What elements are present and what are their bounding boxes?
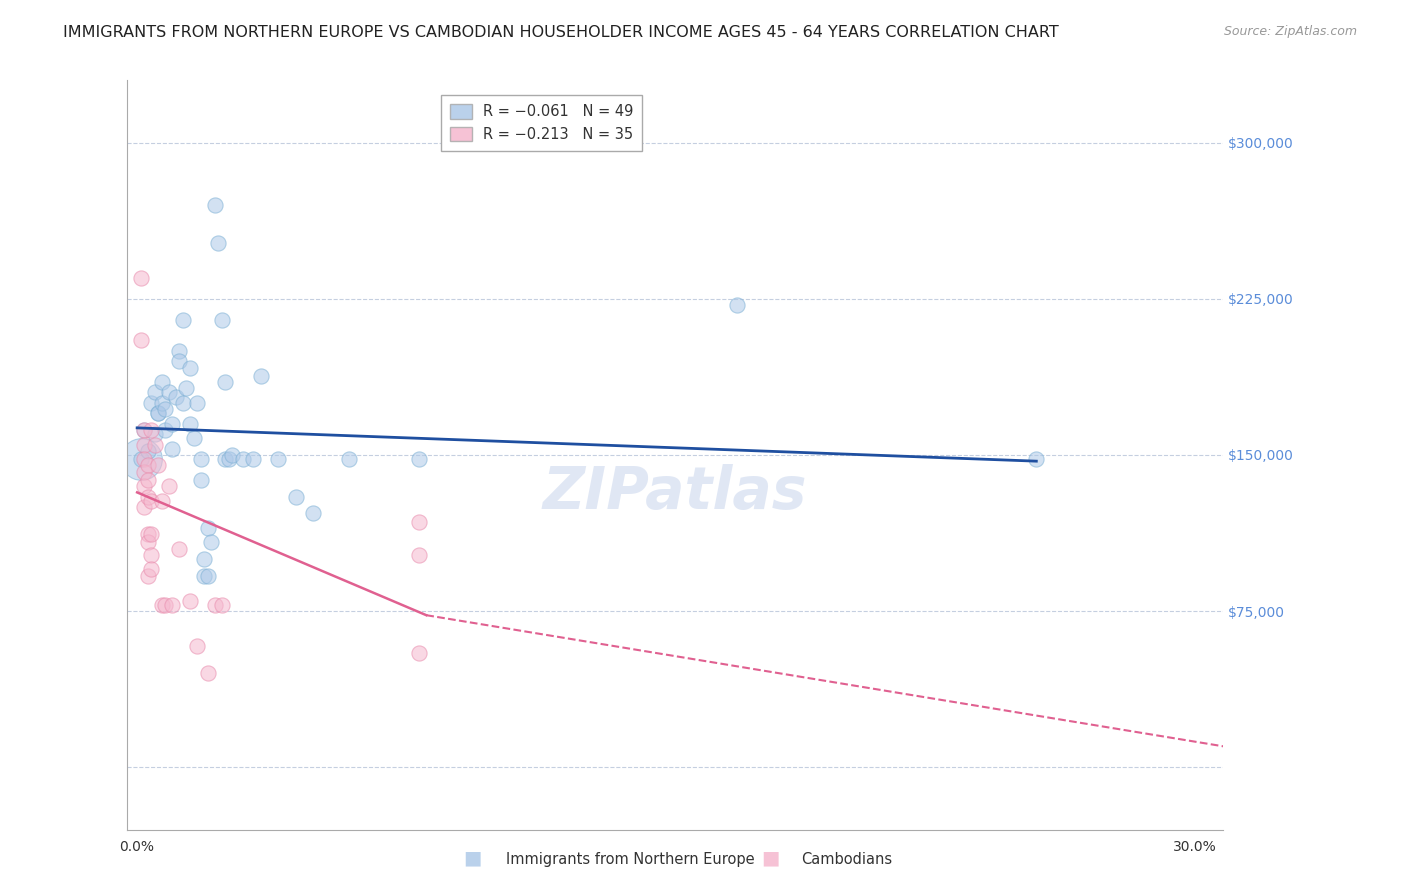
Point — [169, 354, 191, 368]
Point — [179, 360, 201, 375]
Point — [1025, 452, 1047, 467]
Point — [204, 198, 226, 212]
Point — [214, 375, 236, 389]
Point — [136, 535, 159, 549]
Point — [136, 490, 159, 504]
Point — [136, 527, 159, 541]
Point — [183, 431, 205, 445]
Point — [200, 535, 222, 549]
Point — [408, 515, 430, 529]
Point — [134, 437, 156, 451]
Point — [176, 381, 198, 395]
Point — [172, 396, 194, 410]
Point — [134, 465, 156, 479]
Point — [249, 368, 271, 383]
Point — [155, 598, 177, 612]
Point — [232, 452, 254, 467]
Point — [136, 458, 159, 473]
Point — [148, 406, 170, 420]
Point — [197, 666, 219, 681]
Point — [725, 298, 748, 312]
Point — [136, 443, 159, 458]
Point — [129, 452, 152, 467]
Point — [186, 396, 208, 410]
Point — [162, 598, 184, 612]
Point — [169, 343, 191, 358]
Point — [165, 390, 187, 404]
Point — [211, 598, 233, 612]
Point — [214, 452, 236, 467]
Point — [155, 402, 177, 417]
Point — [134, 452, 156, 467]
Point — [267, 452, 290, 467]
Point — [218, 452, 240, 467]
Point — [169, 541, 191, 556]
Point — [141, 493, 163, 508]
Point — [337, 452, 360, 467]
Point — [211, 312, 233, 326]
Point — [143, 437, 166, 451]
Point — [134, 479, 156, 493]
Point — [408, 646, 430, 660]
Text: 30.0%: 30.0% — [1173, 840, 1216, 854]
Point — [141, 396, 163, 410]
Text: 0.0%: 0.0% — [120, 840, 155, 854]
Point — [129, 334, 152, 348]
Text: IMMIGRANTS FROM NORTHERN EUROPE VS CAMBODIAN HOUSEHOLDER INCOME AGES 45 - 64 YEA: IMMIGRANTS FROM NORTHERN EUROPE VS CAMBO… — [63, 25, 1059, 40]
Point — [190, 473, 212, 487]
Point — [148, 458, 170, 473]
Point — [150, 598, 173, 612]
Legend: R = −0.061   N = 49, R = −0.213   N = 35: R = −0.061 N = 49, R = −0.213 N = 35 — [441, 95, 643, 151]
Text: ■: ■ — [463, 848, 482, 867]
Point — [129, 452, 152, 467]
Point — [179, 593, 201, 607]
Point — [408, 452, 430, 467]
Point — [141, 548, 163, 562]
Text: ■: ■ — [761, 848, 780, 867]
Point — [193, 552, 215, 566]
Point — [207, 235, 229, 250]
Point — [141, 527, 163, 541]
Point — [134, 423, 156, 437]
Point — [141, 423, 163, 437]
Point — [242, 452, 264, 467]
Text: Source: ZipAtlas.com: Source: ZipAtlas.com — [1223, 25, 1357, 38]
Point — [162, 417, 184, 431]
Point — [134, 500, 156, 514]
Point — [302, 506, 325, 520]
Point — [150, 493, 173, 508]
Point — [221, 448, 243, 462]
Point — [148, 406, 170, 420]
Point — [190, 452, 212, 467]
Point — [129, 271, 152, 285]
Point — [204, 598, 226, 612]
Point — [179, 417, 201, 431]
Point — [155, 423, 177, 437]
Point — [136, 473, 159, 487]
Point — [284, 490, 307, 504]
Point — [193, 568, 215, 582]
Point — [150, 396, 173, 410]
Text: Cambodians: Cambodians — [801, 852, 893, 867]
Text: Immigrants from Northern Europe: Immigrants from Northern Europe — [506, 852, 755, 867]
Point — [197, 568, 219, 582]
Text: ZIPatlas: ZIPatlas — [543, 464, 807, 521]
Point — [134, 423, 156, 437]
Point — [157, 385, 180, 400]
Point — [143, 427, 166, 442]
Point — [186, 640, 208, 654]
Point — [408, 548, 430, 562]
Point — [197, 521, 219, 535]
Point — [150, 375, 173, 389]
Point — [162, 442, 184, 456]
Point — [143, 385, 166, 400]
Point — [157, 479, 180, 493]
Point — [172, 312, 194, 326]
Point — [136, 568, 159, 582]
Point — [141, 562, 163, 576]
